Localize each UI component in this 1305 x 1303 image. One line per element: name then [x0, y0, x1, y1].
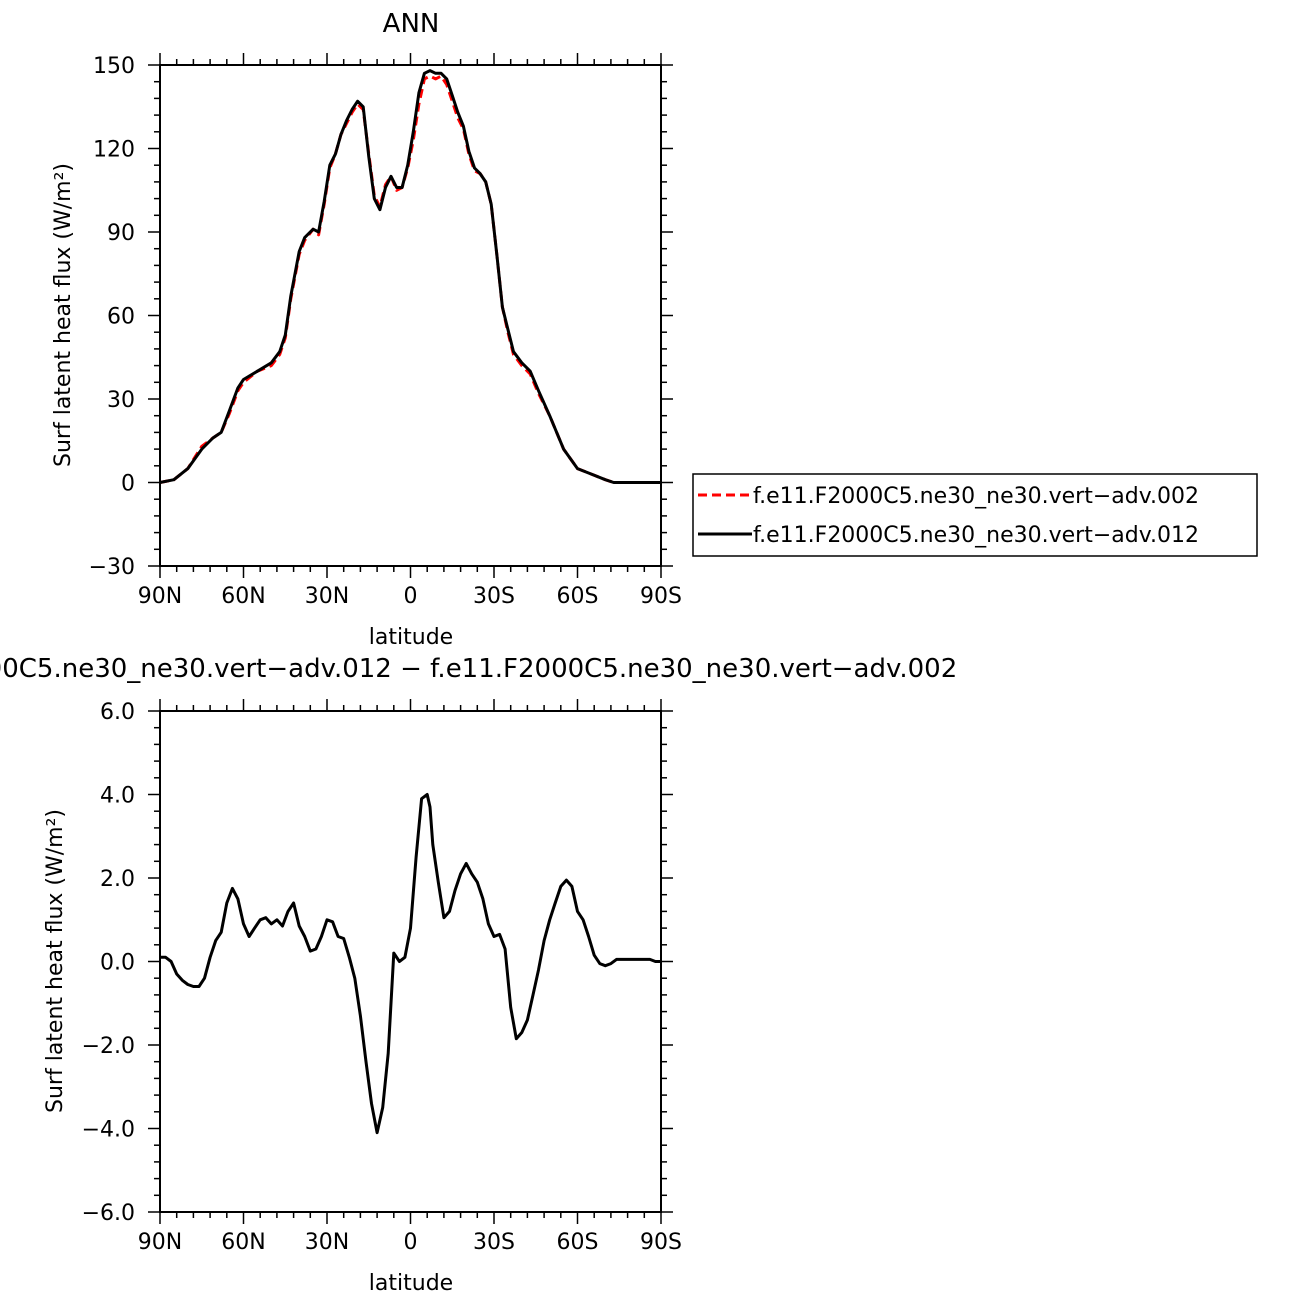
bottom-panel: f.e11.F2000C5.ne30_ne30.vert−adv.012 − f…	[0, 654, 957, 1296]
y-tick-label: 2.0	[100, 867, 135, 892]
x-tick-label: 30N	[305, 584, 349, 609]
x-axis-label: latitude	[369, 625, 453, 650]
axis-ticks	[148, 53, 673, 578]
x-tick-label: 90N	[138, 584, 182, 609]
x-tick-label: 60N	[221, 584, 265, 609]
x-tick-label: 0	[404, 584, 418, 609]
x-tick-label: 0	[404, 1230, 418, 1255]
y-axis-label: Surf latent heat flux (W/m²)	[51, 163, 76, 467]
y-tick-label: 6.0	[100, 700, 135, 725]
y-tick-label: −2.0	[82, 1034, 135, 1059]
x-tick-label: 90N	[138, 1230, 182, 1255]
y-tick-label: 0	[121, 472, 135, 497]
top-panel: ANN 90N 60N 30N 0 30S 60S 90S−300306090120150 …	[51, 9, 1258, 650]
series-line	[159, 74, 661, 484]
axis-ticks	[148, 699, 673, 1224]
series-line	[160, 793, 661, 1135]
y-tick-label: 120	[93, 138, 135, 163]
x-tick-label: 30S	[473, 584, 515, 609]
x-tick-label: 60N	[221, 1230, 265, 1255]
x-tick-label: 30N	[305, 1230, 349, 1255]
y-tick-label: 90	[107, 221, 135, 246]
tick-labels: 90N 60N 30N 0 30S 60S 90S −30 0 30 60 90 120 150	[89, 54, 682, 609]
plot-lines	[160, 793, 661, 1135]
x-tick-label: 60S	[557, 1230, 599, 1255]
x-tick-label: 90S	[640, 1230, 682, 1255]
y-tick-label: −30	[89, 555, 135, 580]
x-tick-label: 90S	[640, 584, 682, 609]
panel-title: f.e11.F2000C5.ne30_ne30.vert−adv.012 − f…	[0, 654, 957, 684]
legend-box	[692, 473, 1258, 557]
y-tick-label: 4.0	[100, 784, 135, 809]
y-tick-label: 150	[93, 54, 135, 79]
y-tick-label: 30	[107, 388, 135, 413]
y-tick-label: −4.0	[82, 1118, 135, 1143]
series-line	[159, 69, 661, 484]
x-tick-label: 60S	[557, 584, 599, 609]
y-tick-label: 60	[107, 305, 135, 330]
y-axis-label: Surf latent heat flux (W/m²)	[43, 809, 68, 1113]
x-axis-label: latitude	[369, 1271, 453, 1296]
panel-title: ANN	[383, 9, 440, 39]
plot-frame	[159, 64, 662, 567]
y-tick-label: −6.0	[82, 1201, 135, 1226]
legend-entry: f.e11.F2000C5.ne30_ne30.vert−adv.012	[753, 523, 1199, 548]
y-tick-label: 0.0	[100, 951, 135, 976]
tick-labels: 90N 60N 30N 0 30S 60S 90S −6.0 −4.0 −2.0 0.0 2.0 4.0…	[82, 700, 682, 1255]
x-tick-label: 30S	[473, 1230, 515, 1255]
plot-lines	[159, 69, 661, 484]
legend: f.e11.F2000C5.ne30_ne30.vert−adv.002 f.e…	[692, 473, 1258, 557]
legend-entry: f.e11.F2000C5.ne30_ne30.vert−adv.002	[753, 484, 1199, 509]
plot-frame	[159, 710, 662, 1213]
